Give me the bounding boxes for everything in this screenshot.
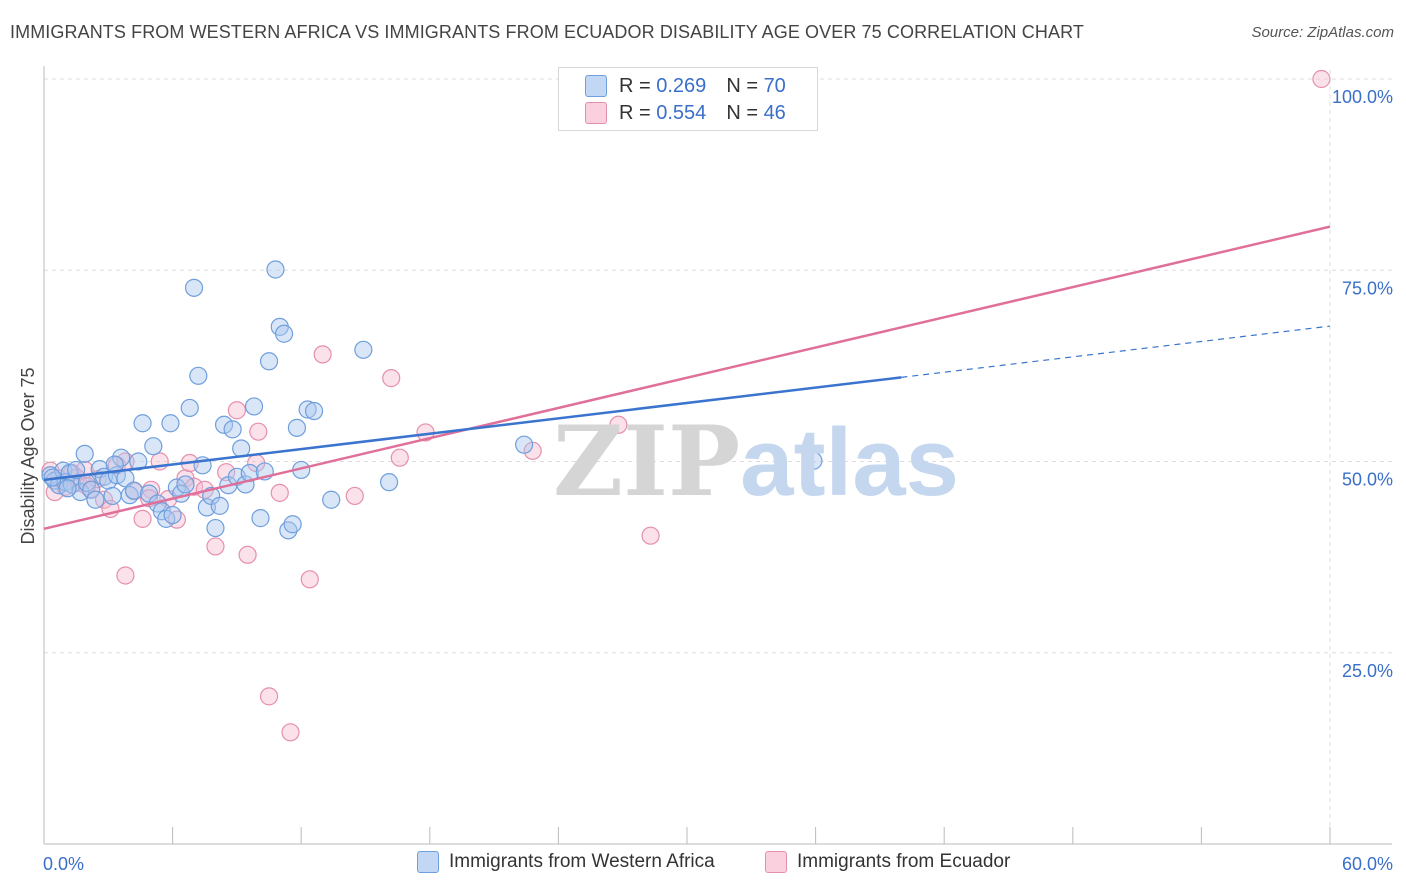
data-point-western-africa — [75, 444, 94, 463]
legend-n-label: N = — [726, 74, 764, 97]
axes — [43, 66, 1392, 845]
trend-line-western-africa — [43, 376, 902, 482]
tick-labels: 25.0% 50.0% 75.0% 100.0% 0.0% 60.0% — [43, 87, 1393, 874]
legend-n-value: 46 — [763, 101, 786, 124]
data-point-ecuador — [206, 537, 225, 556]
data-point-western-africa — [58, 479, 77, 498]
source-label: Source: ZipAtlas.com — [1251, 24, 1394, 41]
data-point-western-africa — [133, 414, 152, 433]
legend-item-western-africa: Immigrants from Western Africa — [417, 851, 715, 873]
data-point-western-africa — [144, 437, 163, 456]
chart-title: IMMIGRANTS FROM WESTERN AFRICA VS IMMIGR… — [10, 22, 1084, 42]
data-point-ecuador — [609, 415, 628, 434]
data-point-western-africa — [206, 518, 225, 538]
legend-n-label: N = — [726, 101, 764, 124]
data-point-western-africa — [189, 366, 208, 385]
data-point-ecuador — [313, 345, 332, 364]
data-point-western-africa — [176, 475, 195, 494]
data-point-western-africa — [244, 397, 264, 416]
legend-swatch-pink — [585, 102, 607, 124]
y-axis-label: Disability Age Over 75 — [18, 367, 38, 544]
data-point-ecuador — [270, 483, 289, 502]
data-point-western-africa — [163, 505, 182, 525]
legend-r-label: R = — [619, 101, 657, 124]
trend-line-ecuador — [43, 225, 1331, 531]
data-point-ecuador — [281, 723, 300, 742]
legend-r-value: 0.269 — [656, 74, 707, 97]
data-point-ecuador — [116, 566, 135, 585]
data-point-western-africa — [214, 415, 234, 434]
data-point-western-africa — [274, 324, 294, 343]
data-point-ecuador — [133, 509, 152, 528]
data-point-western-africa — [210, 496, 229, 515]
data-point-western-africa — [180, 398, 199, 418]
x-tick-label: 60.0% — [1342, 854, 1393, 874]
data-point-western-africa — [804, 451, 823, 470]
data-point-western-africa — [223, 420, 242, 439]
data-point-ecuador — [300, 570, 319, 589]
legend-row-ecuador: R = 0.554 N = 46 — [585, 100, 786, 126]
data-point-western-africa — [103, 486, 122, 506]
gridlines — [44, 70, 1392, 844]
trend-line-western-africa-extension — [901, 325, 1331, 378]
y-tick-label: 50.0% — [1342, 470, 1393, 490]
legend-item-ecuador: Immigrants from Ecuador — [765, 851, 1010, 873]
data-point-western-africa — [354, 340, 373, 359]
data-point-western-africa — [251, 509, 270, 528]
legend-r-value: 0.554 — [656, 101, 707, 124]
data-point-western-africa — [129, 452, 148, 471]
data-point-western-africa — [259, 352, 279, 371]
data-point-western-africa — [298, 400, 317, 419]
legend-label: Immigrants from Western Africa — [449, 851, 715, 872]
data-point-western-africa — [67, 460, 86, 480]
watermark: ZIPatlas — [553, 405, 959, 518]
watermark-zip: ZIP — [553, 405, 741, 518]
data-point-western-africa — [86, 490, 105, 509]
data-point-western-africa — [161, 414, 180, 433]
data-point-ecuador — [238, 545, 257, 564]
y-tick-label: 100.0% — [1332, 87, 1393, 107]
data-point-ecuador — [259, 687, 279, 706]
data-point-western-africa — [287, 418, 307, 437]
legend-label: Immigrants from Ecuador — [797, 851, 1011, 872]
data-point-western-africa — [112, 448, 131, 467]
legend-swatch-blue — [585, 75, 607, 97]
data-point-ecuador — [345, 486, 364, 506]
data-point-western-africa — [304, 401, 324, 421]
legend-swatch-blue — [417, 851, 439, 873]
trend-lines — [43, 225, 1331, 531]
data-point-western-africa — [379, 473, 399, 492]
data-point-ecuador — [227, 401, 246, 420]
y-tick-label: 75.0% — [1342, 278, 1393, 298]
data-point-western-africa — [82, 480, 101, 499]
data-point-western-africa — [515, 435, 534, 454]
series-legend: Immigrants from Western Africa Immigrant… — [0, 851, 1406, 877]
data-point-western-africa — [266, 260, 285, 279]
data-point-ecuador — [390, 448, 409, 467]
data-point-ecuador — [382, 369, 401, 388]
watermark-atlas: atlas — [740, 409, 959, 516]
legend-r-label: R = — [619, 74, 657, 97]
y-tick-label: 25.0% — [1342, 661, 1393, 681]
data-point-western-africa — [322, 490, 341, 509]
data-point-western-africa — [283, 515, 302, 534]
x-tick-label: 0.0% — [43, 854, 84, 874]
legend-swatch-pink — [765, 851, 787, 873]
data-point-western-africa — [105, 455, 124, 474]
data-point-ecuador — [641, 526, 660, 545]
legend-n-value: 70 — [763, 74, 786, 97]
data-point-ecuador — [1312, 69, 1331, 89]
legend-row-western-africa: R = 0.269 N = 70 — [585, 73, 786, 99]
data-point-ecuador — [249, 422, 268, 441]
data-point-western-africa — [184, 278, 204, 297]
data-point-western-africa — [124, 481, 144, 500]
correlation-legend: R = 0.269 N = 70 R = 0.554 N = 46 — [558, 67, 818, 131]
